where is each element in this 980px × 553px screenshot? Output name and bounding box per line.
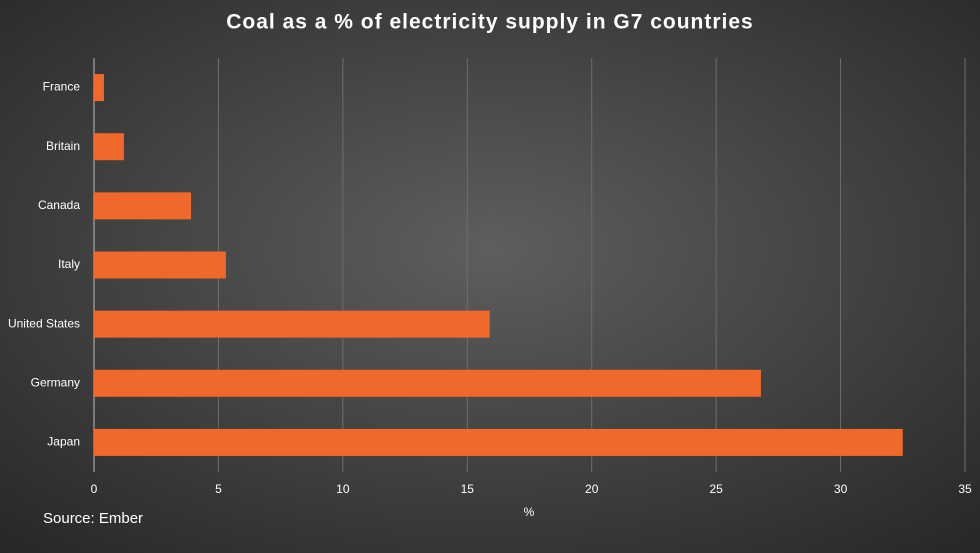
x-tick-label: 5 [215, 482, 222, 496]
y-tick-label: Japan [47, 435, 80, 449]
x-tick-label: 10 [336, 482, 350, 496]
bar [94, 133, 124, 161]
bar [94, 251, 226, 279]
y-tick-label: Britain [46, 139, 80, 153]
bar [94, 428, 903, 456]
y-tick-label: Germany [31, 375, 80, 389]
source-note: Source: Ember [43, 510, 143, 527]
bar [94, 310, 490, 338]
x-axis-label: % [524, 505, 535, 519]
y-tick-label: Italy [58, 257, 80, 271]
x-tick-label: 25 [709, 482, 723, 496]
bar [94, 192, 192, 220]
x-tick-label: 20 [585, 482, 599, 496]
y-tick-label: United States [8, 316, 80, 330]
x-tick-label: 0 [91, 482, 98, 496]
x-tick-label: 30 [834, 482, 848, 496]
chart-title: Coal as a % of electricity supply in G7 … [226, 11, 753, 34]
y-tick-label: France [43, 80, 81, 94]
y-tick-label: Canada [38, 198, 80, 212]
bar [94, 369, 761, 397]
bar [94, 74, 104, 102]
x-tick-label: 35 [958, 482, 972, 496]
x-tick-label: 15 [461, 482, 475, 496]
